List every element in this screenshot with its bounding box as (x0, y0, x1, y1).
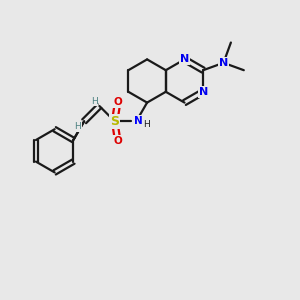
Text: O: O (113, 136, 122, 146)
Text: N: N (199, 87, 208, 97)
Text: H: H (143, 120, 150, 129)
Text: S: S (110, 115, 119, 128)
Text: O: O (113, 97, 122, 107)
Text: N: N (180, 54, 189, 64)
Text: H: H (91, 97, 98, 106)
Text: N: N (219, 58, 228, 68)
Text: H: H (74, 122, 81, 131)
Text: N: N (134, 116, 142, 126)
